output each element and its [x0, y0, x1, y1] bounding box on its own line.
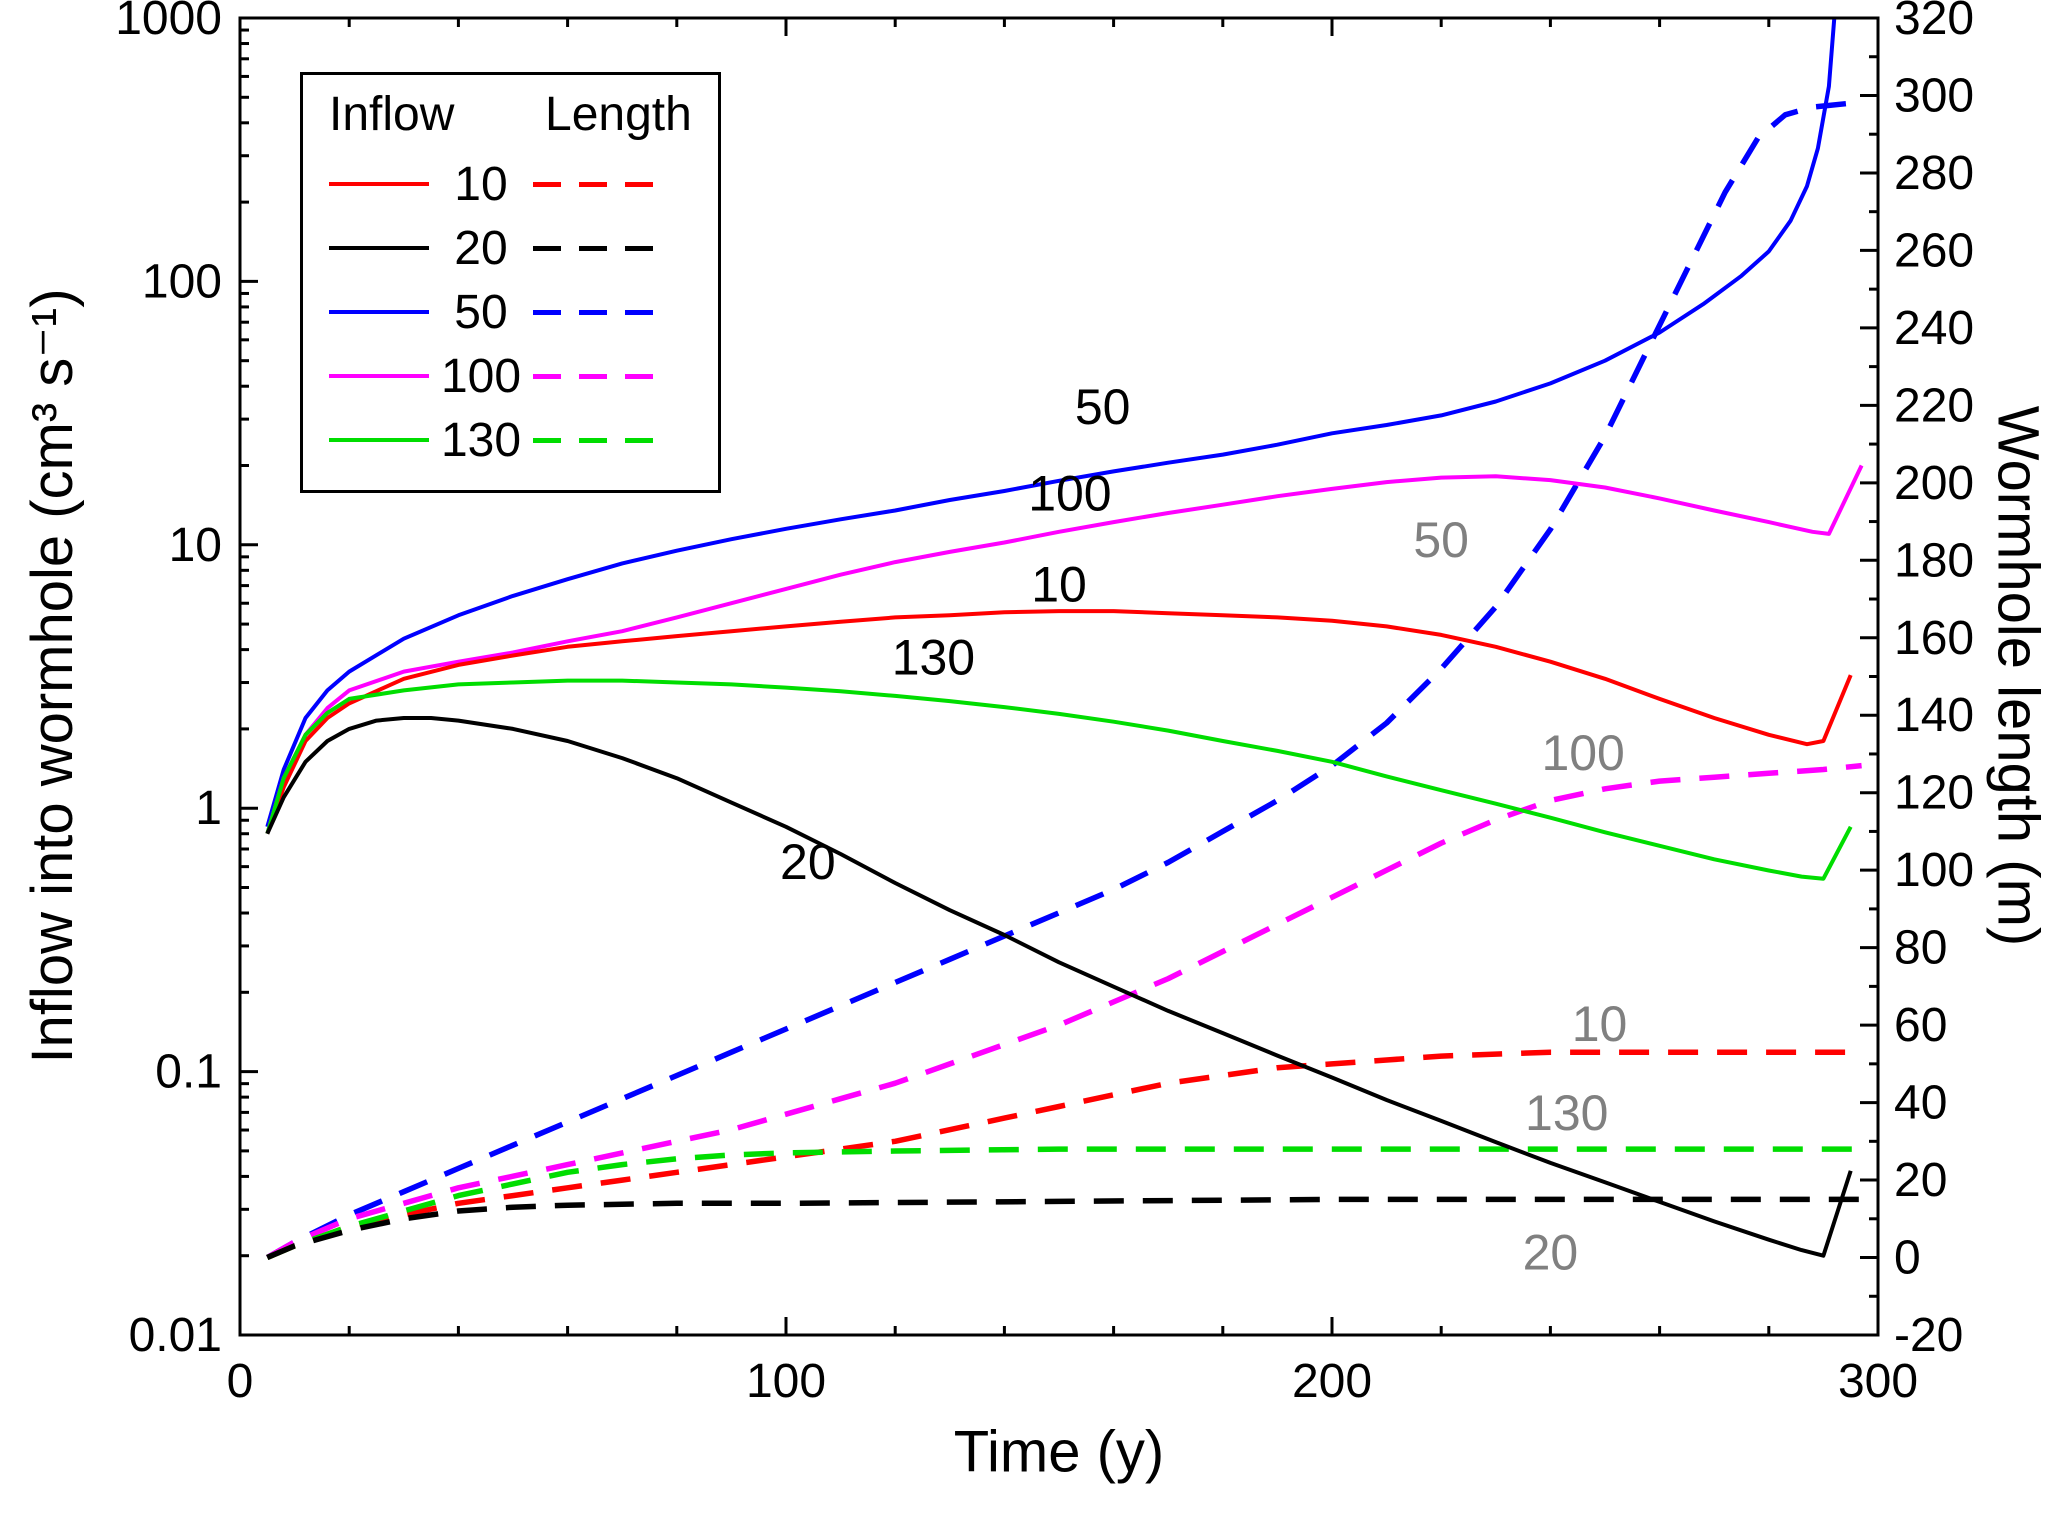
- legend-entry-label: 100: [440, 349, 522, 403]
- legend-entry-label: 50: [454, 285, 508, 339]
- x-tick-label: 200: [1292, 1355, 1372, 1408]
- series-inflow-20: [265, 716, 1853, 1258]
- legend-entry-label: 20: [454, 221, 508, 275]
- legend-entry-label: 130: [440, 413, 522, 467]
- curve-label-20-length: 20: [1523, 1225, 1579, 1281]
- tick-labels: 0 100 200 300 0.01 0.1 1 10 100 1000 -20 0 20 40 60 80 1…: [115, 0, 1974, 1408]
- y-right-tick-label: 220: [1894, 379, 1974, 432]
- legend-rows: 10 20 50 100 130: [329, 152, 692, 472]
- curve-label-100-inflow: 100: [1028, 466, 1111, 522]
- series-length-130: [266, 1146, 1862, 1261]
- legend-dashed-line-sample: [533, 309, 665, 315]
- series-length-20: [266, 1196, 1862, 1261]
- legend-row-130: 130: [329, 408, 692, 472]
- series-length-10: [266, 1049, 1862, 1261]
- y-left-tick-label: 10: [169, 519, 222, 572]
- y-left-tick-label: 0.01: [129, 1309, 222, 1362]
- y-left-tick-label: 1: [195, 782, 222, 835]
- y-right-tick-label: 80: [1894, 922, 1947, 975]
- legend-dashed-line-sample: [533, 373, 665, 379]
- legend-header: Inflow Length: [329, 87, 692, 142]
- y-right-tick-label: 60: [1894, 999, 1947, 1052]
- curve-label-10-inflow: 10: [1031, 557, 1087, 613]
- legend-dashed-line-sample: [533, 181, 665, 187]
- y-right-tick-label: 100: [1894, 844, 1974, 897]
- data-series: [265, 17, 1864, 1261]
- legend-solid-line-sample: [329, 438, 429, 442]
- series-inflow-130: [265, 678, 1853, 881]
- chart-legend: Inflow Length 10 20 50 100 130: [300, 72, 721, 493]
- legend-row-100: 100: [329, 344, 692, 408]
- y-left-tick-label: 0.1: [155, 1046, 222, 1099]
- y-right-tick-label: 240: [1894, 302, 1974, 355]
- legend-solid-line-sample: [329, 374, 429, 378]
- series-length-100: [265, 762, 1862, 1260]
- y-right-tick-label: 40: [1894, 1077, 1947, 1130]
- series-inflow-50: [265, 17, 1837, 828]
- plot-frame: [238, 16, 1880, 1337]
- x-axis-title: Time (y): [953, 1419, 1165, 1485]
- series-inflow-100: [265, 464, 1864, 835]
- legend-row-50: 50: [329, 280, 692, 344]
- y-right-tick-label: 260: [1894, 224, 1974, 277]
- x-tick-label: 0: [227, 1355, 254, 1408]
- y-right-tick-label: 180: [1894, 534, 1974, 587]
- curve-label-100-length: 100: [1541, 725, 1624, 781]
- y-right-tick-label: 200: [1894, 457, 1974, 510]
- legend-dashed-line-sample: [533, 245, 665, 251]
- x-tick-label: 100: [746, 1355, 826, 1408]
- curve-label-50-length: 50: [1413, 512, 1469, 568]
- legend-dashed-line-sample: [533, 437, 665, 443]
- plot-border: [238, 16, 1880, 1337]
- curve-label-50-inflow: 50: [1075, 379, 1131, 435]
- y-right-tick-label: 120: [1894, 767, 1974, 820]
- y-right-tick-label: 160: [1894, 612, 1974, 665]
- x-tick-label: 300: [1838, 1355, 1918, 1408]
- legend-solid-line-sample: [329, 182, 429, 186]
- series-inflow-10: [265, 609, 1853, 835]
- legend-header-length: Length: [545, 88, 692, 141]
- y-right-tick-label: 320: [1894, 0, 1974, 45]
- y-axis-title-right: Wormhole length (m): [1985, 405, 2051, 947]
- legend-header-inflow: Inflow: [329, 88, 455, 141]
- curve-label-20-inflow: 20: [780, 834, 836, 890]
- y-right-tick-label: 0: [1894, 1232, 1921, 1285]
- y-right-tick-label: 280: [1894, 147, 1974, 200]
- legend-entry-label: 10: [454, 157, 508, 211]
- y-right-tick-label: 140: [1894, 689, 1974, 742]
- legend-row-10: 10: [329, 152, 692, 216]
- y-right-tick-label: 20: [1894, 1154, 1947, 1207]
- curve-label-10-length: 10: [1572, 996, 1628, 1052]
- curve-label-130-inflow: 130: [892, 630, 975, 686]
- y-right-tick-label: -20: [1894, 1309, 1963, 1362]
- legend-solid-line-sample: [329, 246, 429, 250]
- y-left-tick-label: 1000: [115, 0, 222, 45]
- curve-label-130-length: 130: [1525, 1085, 1608, 1141]
- y-left-tick-label: 100: [142, 255, 222, 308]
- legend-solid-line-sample: [329, 310, 429, 314]
- curve-labels: 50 100 10 130 20 50 100 10 130 20: [780, 379, 1627, 1280]
- legend-row-20: 20: [329, 216, 692, 280]
- y-right-tick-label: 300: [1894, 69, 1974, 122]
- y-axis-title-left: Inflow into wormhole (cm³ s⁻¹): [20, 288, 85, 1064]
